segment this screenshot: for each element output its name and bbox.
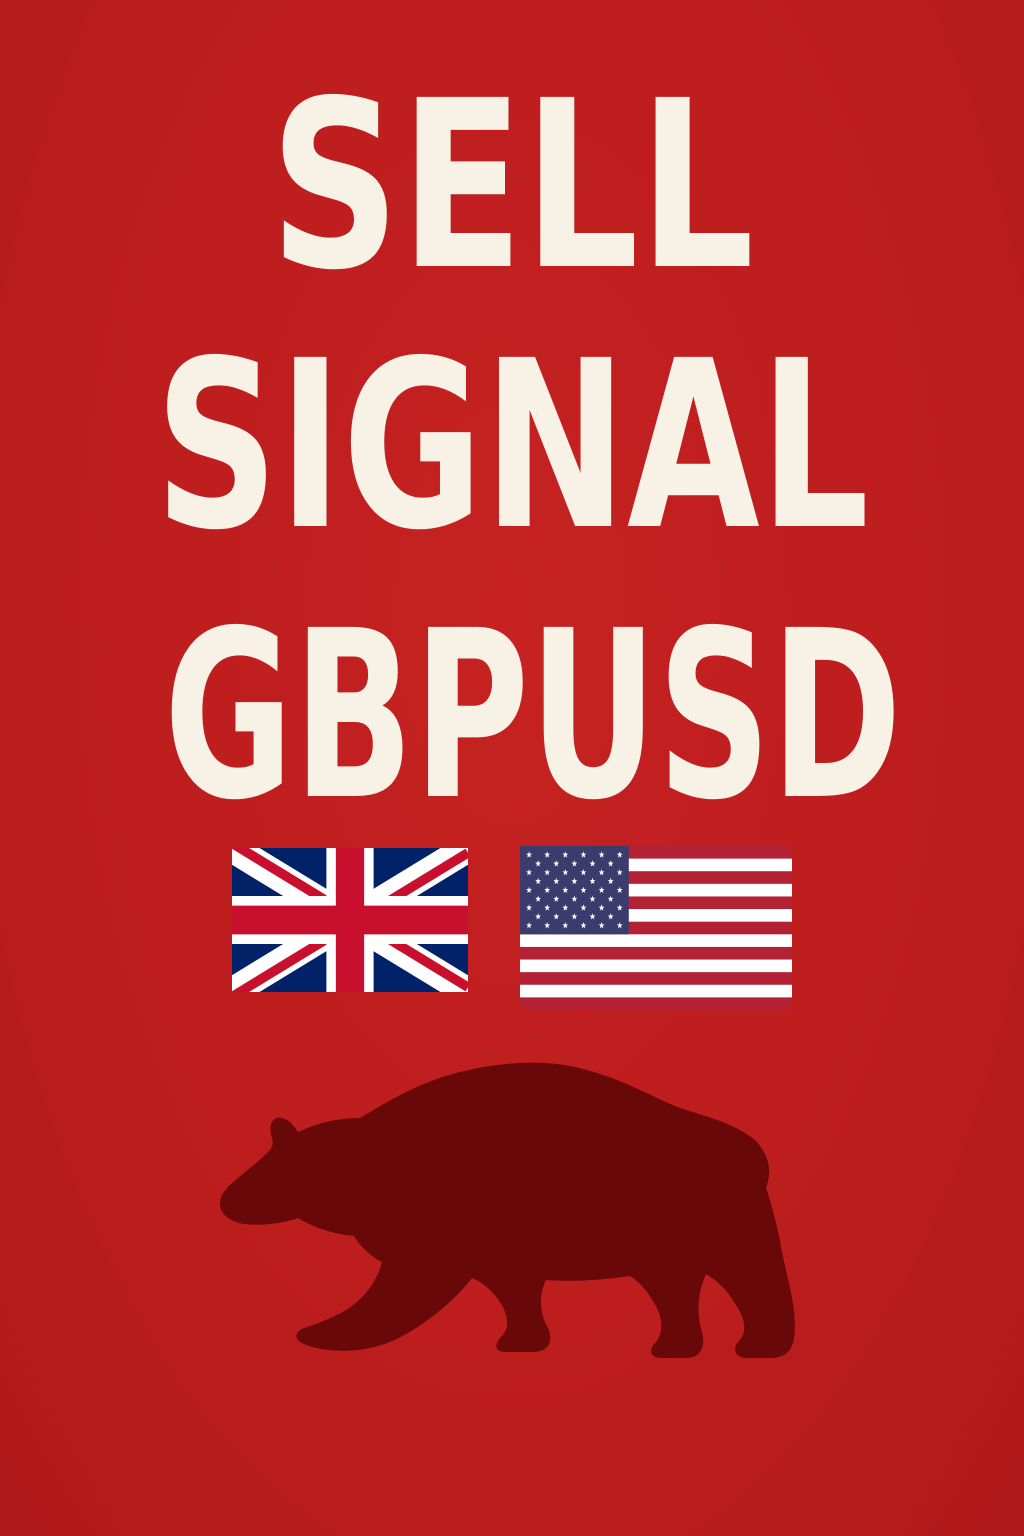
us-flag-icon <box>520 846 792 1010</box>
headline-currency-pair: GBPUSD <box>163 581 902 851</box>
bear-silhouette-icon <box>210 1060 810 1370</box>
uk-flag-icon <box>232 848 468 992</box>
headline-sell: SELL <box>269 51 755 321</box>
headline-signal: SIGNAL <box>154 311 870 581</box>
